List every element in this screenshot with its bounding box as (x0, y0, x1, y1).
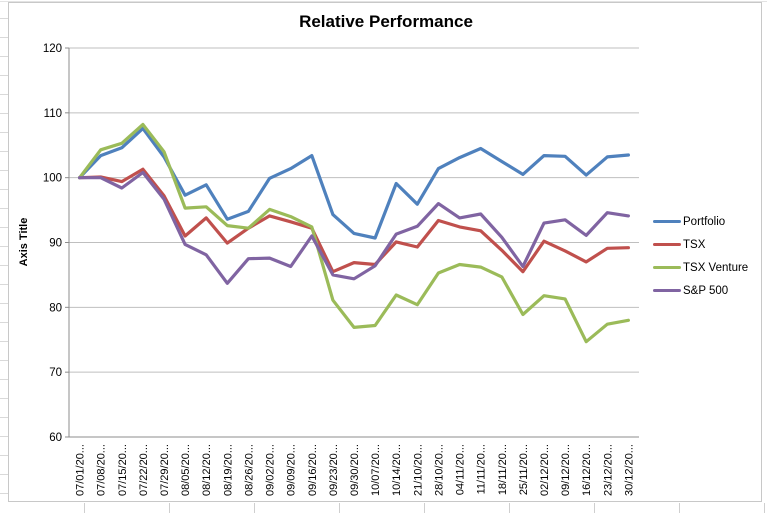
chart-object[interactable]: 60 70 80 90 100 110 120 07/01/20... 07/08/20... 0… (8, 2, 762, 502)
x-tick-label: 16/12/20... (581, 444, 593, 496)
y-tick-label: 90 (49, 238, 62, 250)
y-tick-label: 60 (49, 432, 62, 444)
legend-entry-tsx-venture[interactable]: TSX Venture (653, 256, 748, 279)
x-tick-label: 02/12/20... (539, 444, 551, 496)
x-tick-label: 07/01/20... (75, 444, 87, 496)
y-axis-title[interactable]: Axis Title (18, 217, 30, 267)
x-tick-label: 09/12/20... (560, 444, 572, 496)
y-tick-label: 80 (49, 302, 62, 314)
legend-line-swatch (653, 242, 681, 247)
x-tick-label: 25/11/20... (518, 444, 530, 495)
legend-line-swatch (653, 265, 681, 270)
series-line-tsx[interactable] (77, 167, 631, 274)
x-tick-label: 08/26/20... (243, 444, 255, 496)
x-tick-label: 10/07/20... (370, 444, 382, 496)
chart-title[interactable]: Relative Performance (299, 12, 473, 31)
legend-label: Portfolio (683, 215, 726, 228)
y-tick-label: 100 (43, 173, 62, 185)
x-tick-label: 07/29/20... (159, 444, 171, 496)
x-tick-label: 09/23/20... (328, 444, 340, 496)
x-tick-label: 10/14/20... (391, 444, 403, 496)
x-tick-label: 09/09/20... (286, 444, 298, 496)
worksheet-gridline-top (0, 1, 767, 2)
worksheet-gridlines-bottom (0, 503, 767, 513)
x-tick-label: 09/02/20... (265, 444, 277, 496)
x-tick-label: 30/12/20... (623, 444, 635, 496)
series-line-s-p-500[interactable] (77, 170, 631, 285)
legend[interactable]: Portfolio TSX TSX Venture S&P 500 (653, 210, 748, 302)
x-tick-label: 07/22/20... (138, 444, 150, 496)
x-tick-label: 09/16/20... (307, 444, 319, 496)
x-tick-label: 28/10/20... (433, 444, 445, 496)
legend-label: S&P 500 (683, 284, 729, 297)
x-tick-label: 08/05/20... (180, 444, 192, 496)
x-tick-label: 04/11/20... (455, 444, 467, 495)
plot-area[interactable]: 60 70 80 90 100 110 120 07/01/20... 07/08/20... 0… (9, 3, 763, 503)
x-tick-label: 07/15/20... (117, 444, 129, 496)
x-tick-label: 21/10/20... (412, 444, 424, 496)
legend-line-swatch (653, 288, 681, 293)
x-tick-label: 23/12/20... (602, 444, 614, 496)
x-tick-label: 08/12/20... (201, 444, 213, 496)
legend-label: TSX Venture (683, 261, 749, 274)
legend-entry-tsx[interactable]: TSX (653, 233, 748, 256)
y-tick-label: 70 (49, 367, 62, 379)
x-tick-label: 09/30/20... (349, 444, 361, 496)
legend-line-swatch (653, 219, 681, 224)
y-tick-label: 120 (43, 43, 62, 55)
y-tick-label: 110 (44, 108, 62, 120)
legend-entry-s-p-500[interactable]: S&P 500 (653, 279, 748, 302)
worksheet-gridlines-left (0, 0, 8, 502)
x-tick-label: 07/08/20... (96, 444, 108, 496)
legend-label: TSX (683, 238, 706, 251)
legend-entry-portfolio[interactable]: Portfolio (653, 210, 748, 233)
x-tick-label: 11/11/20... (476, 444, 488, 494)
x-tick-label: 18/11/20... (497, 444, 509, 495)
x-tick-label: 08/19/20... (222, 444, 234, 496)
series-line-tsx-venture[interactable] (77, 122, 631, 344)
